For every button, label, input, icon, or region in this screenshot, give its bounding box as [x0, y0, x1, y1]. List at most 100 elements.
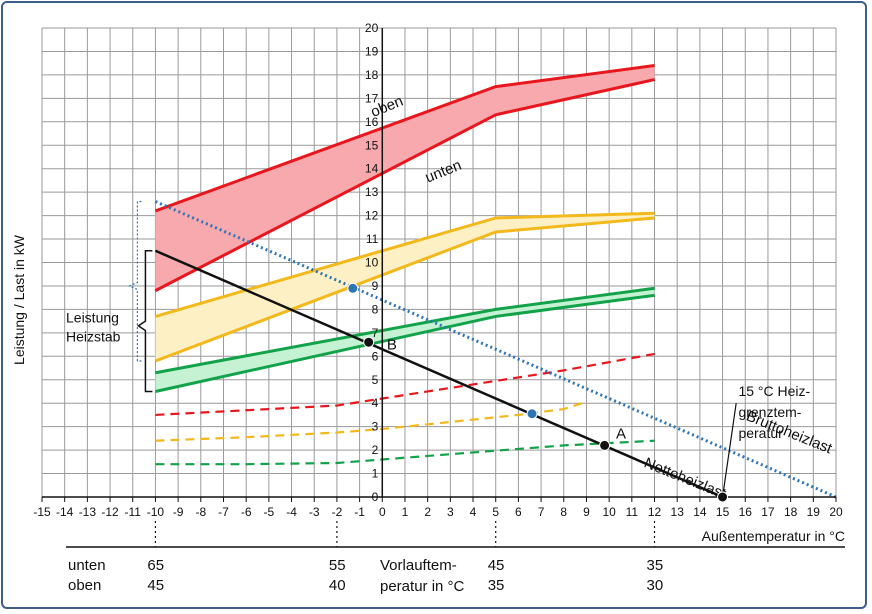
- x-tick-label: 17: [761, 505, 775, 519]
- band-lower-line: [154, 78, 655, 292]
- dashed-series: [155, 352, 655, 466]
- y-tick-label: 0: [372, 490, 379, 504]
- x-tick-label: -11: [125, 505, 142, 519]
- x-tick-label: -5: [264, 505, 275, 519]
- vorlauf-table: 65 45 55 40 45 35 35 30 unten oben Vorlauftem-pera…: [66, 521, 845, 595]
- heizgrenz-label: 15 °C Heiz-: [738, 383, 810, 399]
- x-tick-label: 7: [538, 505, 545, 519]
- bruttoheizlast-line: [154, 200, 837, 499]
- x-tick-label: 3: [447, 505, 454, 519]
- y-tick-label: 19: [365, 44, 379, 58]
- y-tick-label: 5: [372, 373, 379, 387]
- x-tick-label: 20: [829, 505, 843, 519]
- heizgrenz-pointer: [721, 403, 737, 498]
- band-upper-line: [155, 211, 655, 318]
- vorlauf-label: Vorlauftem-: [380, 557, 457, 574]
- x-tick-label: -3: [309, 505, 320, 519]
- row-label: unten: [68, 557, 106, 574]
- x-tick-label: -4: [286, 505, 297, 519]
- x-tick-label: -14: [56, 505, 74, 519]
- x-tick-label: -15: [33, 505, 51, 519]
- x-tick-label: -2: [332, 505, 343, 519]
- unten-value: 45: [488, 557, 505, 574]
- y-tick-label: 1: [372, 467, 379, 481]
- leistung-heizstab-label: Leistung: [66, 309, 119, 325]
- x-tick-label: 5: [492, 505, 499, 519]
- oben-value: 30: [647, 577, 664, 594]
- dashed-line: [155, 352, 655, 417]
- y-tick-label: 9: [372, 279, 379, 293]
- x-tick-label: -8: [195, 505, 206, 519]
- oben-value: 35: [488, 577, 505, 594]
- unten-value: 35: [647, 557, 664, 574]
- x-tick-label: 14: [693, 505, 707, 519]
- y-tick-label: 10: [365, 256, 379, 270]
- x-tick-label: -1: [354, 505, 365, 519]
- x-tick-label: 2: [424, 505, 431, 519]
- x-tick-label: 0: [379, 505, 386, 519]
- y-tick-label: 2: [372, 443, 379, 457]
- netto-bracket: [137, 250, 153, 393]
- x-tick-label: 10: [602, 505, 616, 519]
- x-tick-label: -6: [241, 505, 252, 519]
- band-fill: [155, 65, 655, 291]
- y-tick-label: 11: [366, 232, 379, 246]
- annotation-label: unten: [423, 157, 464, 187]
- heizgrenz-label: peratur: [738, 425, 783, 441]
- band-lower-line: [155, 293, 655, 393]
- row-label: oben: [68, 577, 101, 594]
- x-tick-label: 12: [648, 505, 662, 519]
- x-tick-label: 16: [739, 505, 753, 519]
- x-tick-label: 8: [560, 505, 567, 519]
- y-tick-label: 3: [372, 420, 379, 434]
- oben-value: 45: [147, 577, 164, 594]
- heizgrenz-label: grenztem-: [738, 404, 801, 420]
- dashed-line: [155, 439, 655, 466]
- band-lower-line: [154, 216, 655, 363]
- point: [526, 408, 538, 420]
- oben-value: 40: [329, 577, 346, 594]
- annotation-label: B: [387, 336, 397, 353]
- x-tick-label: 1: [402, 505, 409, 519]
- x-tick-label: -12: [101, 505, 119, 519]
- x-tick-label: 18: [784, 505, 798, 519]
- nettoheizlast-line: [154, 249, 724, 499]
- unten-value: 55: [329, 557, 346, 574]
- y-axis-label: Leistung / Last in kW: [11, 234, 27, 365]
- load-lines: [154, 200, 837, 499]
- y-tick-label: 13: [365, 185, 379, 199]
- axes: -15 -14 -13 -12 -11 -10 -9 -8 -7 -6 -5 -4 -3 -2 -1 0 1 2 3…: [33, 21, 843, 519]
- y-tick-label: 15: [365, 138, 379, 152]
- x-tick-label: 11: [626, 505, 639, 519]
- y-tick-label: 18: [365, 68, 379, 82]
- y-tick-label: 14: [365, 162, 379, 176]
- point: [717, 491, 729, 503]
- y-tick-label: 6: [372, 349, 379, 363]
- x-tick-label: 6: [515, 505, 522, 519]
- y-tick-label: 20: [365, 21, 379, 35]
- band-upper-line: [154, 64, 655, 213]
- leistung-heizstab-label: Heizstab: [66, 328, 121, 344]
- x-tick-label: -9: [173, 505, 184, 519]
- x-tick-label: -10: [147, 505, 165, 519]
- x-tick-label: -13: [79, 505, 97, 519]
- unten-value: 65: [147, 557, 164, 574]
- points: [347, 282, 729, 503]
- y-tick-label: 4: [372, 396, 379, 410]
- x-tick-label: 9: [583, 505, 590, 519]
- y-tick-label: 17: [365, 91, 379, 105]
- y-tick-label: 16: [365, 115, 379, 129]
- x-axis-label: Außentemperatur in °C: [702, 528, 845, 544]
- point-B: [363, 336, 375, 348]
- y-tick-label: 7: [372, 326, 379, 340]
- annotation-label: A: [616, 425, 626, 442]
- x-tick-label: -7: [218, 505, 229, 519]
- y-tick-label: 8: [372, 302, 379, 316]
- x-tick-label: 15: [716, 505, 730, 519]
- x-tick-label: 13: [671, 505, 685, 519]
- x-tick-label: 4: [470, 505, 477, 519]
- band-fill: [155, 288, 655, 392]
- band-upper-line: [155, 286, 655, 375]
- point: [347, 282, 359, 294]
